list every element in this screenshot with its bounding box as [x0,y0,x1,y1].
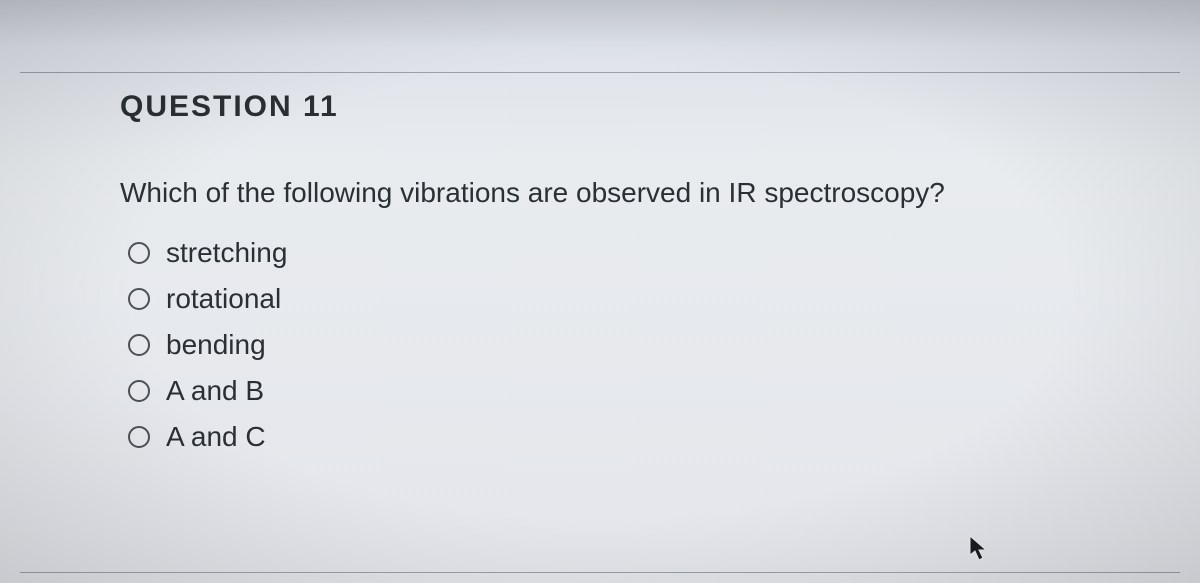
top-divider [20,72,1180,73]
question-title: QUESTION 11 [120,90,1140,124]
question-prompt: Which of the following vibrations are ob… [120,172,1140,214]
option-label: stretching [166,237,287,269]
option-row-1[interactable]: rotational [128,278,1140,320]
option-label: bending [166,329,266,361]
quiz-panel: QUESTION 11 Which of the following vibra… [0,0,1200,583]
radio-icon[interactable] [128,380,150,402]
option-row-3[interactable]: A and B [128,370,1140,412]
radio-icon[interactable] [128,242,150,264]
radio-icon[interactable] [128,288,150,310]
option-row-2[interactable]: bending [128,324,1140,366]
cursor-icon [968,535,990,563]
radio-icon[interactable] [128,334,150,356]
option-row-0[interactable]: stretching [128,232,1140,274]
radio-icon[interactable] [128,426,150,448]
option-label: rotational [166,283,281,315]
option-label: A and B [166,375,264,407]
option-label: A and C [166,421,266,453]
option-row-4[interactable]: A and C [128,416,1140,458]
question-block: QUESTION 11 Which of the following vibra… [120,90,1140,462]
bottom-divider [20,572,1180,573]
